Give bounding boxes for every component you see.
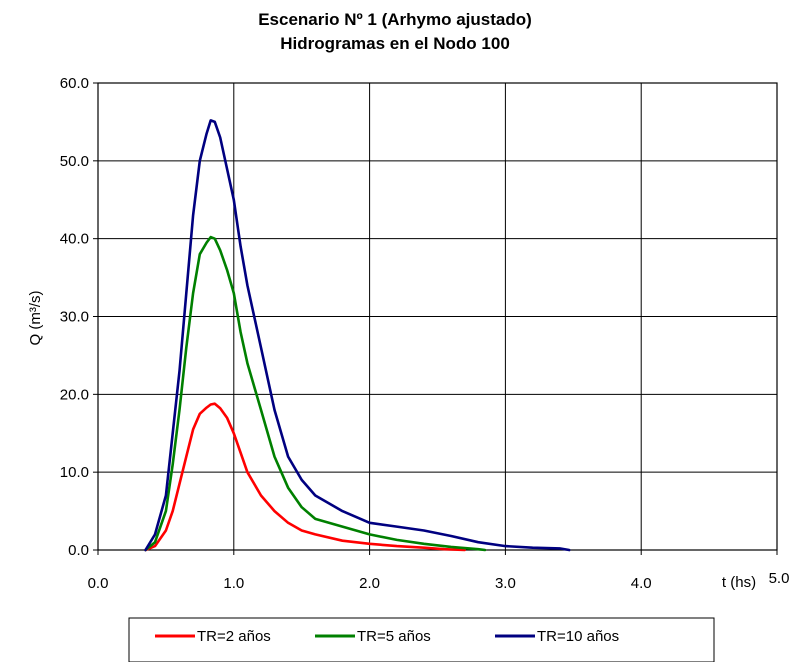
legend-box	[128, 617, 715, 662]
series-line-3	[144, 119, 571, 552]
legend-label-2: TR=5 años	[357, 628, 431, 645]
grid-lines	[97, 82, 778, 551]
y-tick-label: 20.0	[60, 386, 89, 403]
series-lines	[144, 119, 571, 552]
y-axis-ticks: 0.0 10.0 20.0 30.0 40.0 50.0 60.0	[60, 75, 98, 559]
x-tick-label: 1.0	[223, 575, 244, 592]
x-tick-label: 4.0	[631, 575, 652, 592]
x-axis-ticks: 0.0 1.0 2.0 3.0 4.0 5.0	[88, 550, 790, 592]
chart-title: Escenario Nº 1 (Arhymo ajustado)	[258, 10, 532, 29]
x-tick-label: 3.0	[495, 575, 516, 592]
x-tick-label: 0.0	[88, 575, 109, 592]
x-tick-label: 5.0	[769, 570, 790, 587]
series-line-2	[144, 235, 487, 552]
y-tick-label: 50.0	[60, 153, 89, 170]
y-tick-label: 40.0	[60, 231, 89, 248]
y-axis-label: Q (m³/s)	[27, 291, 44, 346]
legend-label-1: TR=2 años	[197, 628, 271, 645]
legend-label-3: TR=10 años	[537, 628, 619, 645]
y-tick-label: 0.0	[68, 542, 89, 559]
title-group: Escenario Nº 1 (Arhymo ajustado) Hidrogr…	[258, 10, 532, 53]
x-axis-label: t (hs)	[722, 574, 756, 591]
legend: TR=2 años TR=5 años TR=10 años	[128, 617, 715, 662]
chart-subtitle: Hidrogramas en el Nodo 100	[280, 34, 510, 53]
x-tick-label: 2.0	[359, 575, 380, 592]
series-line-1	[144, 402, 467, 552]
y-tick-label: 30.0	[60, 309, 89, 326]
y-tick-label: 60.0	[60, 75, 89, 92]
y-tick-label: 10.0	[60, 464, 89, 481]
